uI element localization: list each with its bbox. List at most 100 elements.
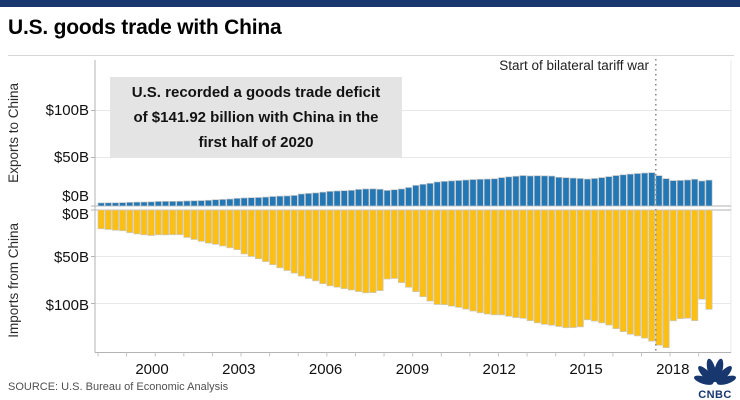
- export-bar: [633, 173, 641, 207]
- imports-bars: [97, 209, 713, 348]
- import-bar: [684, 209, 692, 319]
- export-bar: [197, 200, 205, 207]
- export-bar: [369, 188, 377, 207]
- import-bar: [633, 209, 641, 337]
- export-bar: [312, 192, 320, 207]
- export-bar: [176, 200, 184, 207]
- import-bar: [455, 209, 463, 308]
- export-bar: [240, 197, 248, 207]
- import-bar: [104, 209, 112, 230]
- export-bar: [490, 178, 498, 207]
- export-bar: [676, 180, 684, 207]
- x-tick-label: 2012: [483, 361, 516, 378]
- import-bar: [419, 209, 427, 298]
- export-bar: [641, 172, 649, 207]
- export-bar: [684, 179, 692, 207]
- title-divider: [8, 55, 734, 56]
- import-bar: [383, 209, 391, 280]
- import-bar: [619, 209, 627, 332]
- export-bar: [333, 190, 341, 207]
- import-bar: [140, 209, 148, 236]
- export-bar: [612, 175, 620, 207]
- import-bar: [433, 209, 441, 305]
- import-bar: [476, 209, 484, 314]
- import-bar: [591, 209, 599, 322]
- export-bar: [583, 178, 591, 207]
- export-bar: [519, 175, 527, 207]
- export-bar: [555, 176, 563, 207]
- import-bar: [333, 209, 341, 288]
- import-bar: [705, 209, 713, 310]
- export-bar: [405, 187, 413, 207]
- import-bar: [641, 209, 649, 339]
- export-bar: [119, 202, 127, 207]
- import-bar: [626, 209, 634, 335]
- export-bar: [383, 190, 391, 207]
- import-bar: [655, 209, 663, 346]
- import-bar: [369, 209, 377, 293]
- import-bar: [240, 209, 248, 255]
- annotation-line-1: U.S. recorded a goods trade deficit: [131, 84, 381, 101]
- export-bar: [219, 199, 227, 207]
- import-bar: [154, 209, 162, 236]
- import-bar: [569, 209, 577, 328]
- import-bar: [212, 209, 220, 245]
- y-tick-label-top: $0B: [62, 188, 89, 205]
- import-bar: [355, 209, 363, 292]
- cnbc-logo-text: CNBC: [698, 389, 731, 400]
- export-bar: [233, 197, 241, 207]
- import-bar: [390, 209, 398, 279]
- export-bar: [355, 189, 363, 207]
- export-bar: [283, 195, 291, 207]
- import-bar: [669, 209, 677, 322]
- export-bar: [254, 197, 262, 207]
- import-bar: [133, 209, 141, 235]
- y-tick-label-bottom: $100B: [46, 297, 89, 314]
- exports-bars: [97, 172, 713, 207]
- export-bar: [462, 179, 470, 207]
- import-bar: [233, 209, 241, 251]
- y-axis-label-imports-text: Imports from China: [5, 222, 21, 338]
- y-tick-label-top: $50B: [54, 149, 89, 166]
- export-bar: [133, 201, 141, 207]
- export-bar: [548, 175, 556, 207]
- export-bar: [226, 198, 234, 207]
- export-bar: [448, 180, 456, 207]
- import-bar: [219, 209, 227, 247]
- import-bar: [297, 209, 305, 277]
- import-bar: [676, 209, 684, 320]
- import-bar: [376, 209, 384, 291]
- export-bar: [705, 179, 713, 207]
- import-bar: [548, 209, 556, 326]
- import-bar: [691, 209, 699, 322]
- deficit-annotation-box: U.S. recorded a goods trade deficit of $…: [110, 77, 402, 158]
- import-bar: [119, 209, 127, 232]
- import-bar: [440, 209, 448, 306]
- import-bar: [176, 209, 184, 236]
- export-bar: [498, 177, 506, 207]
- import-bar: [412, 209, 420, 293]
- x-tick-label: 2018: [656, 361, 689, 378]
- export-bar: [648, 172, 656, 207]
- import-bar: [204, 209, 212, 244]
- export-bar: [533, 175, 541, 207]
- import-bar: [605, 209, 613, 326]
- export-bar: [162, 200, 170, 207]
- export-bar: [169, 200, 177, 207]
- source-credit: SOURCE: U.S. Bureau of Economic Analysis: [8, 381, 229, 393]
- export-bar: [440, 181, 448, 207]
- import-bar: [426, 209, 434, 302]
- import-bar: [111, 209, 119, 231]
- export-bar: [691, 178, 699, 207]
- import-bar: [612, 209, 620, 329]
- export-bar: [591, 178, 599, 207]
- export-bar: [669, 180, 677, 207]
- import-bar: [505, 209, 513, 317]
- export-bar: [212, 199, 220, 207]
- export-bar: [140, 201, 148, 207]
- cnbc-logo: CNBC: [694, 358, 736, 400]
- import-bar: [283, 209, 291, 271]
- import-bar: [462, 209, 470, 310]
- import-bar: [555, 209, 563, 327]
